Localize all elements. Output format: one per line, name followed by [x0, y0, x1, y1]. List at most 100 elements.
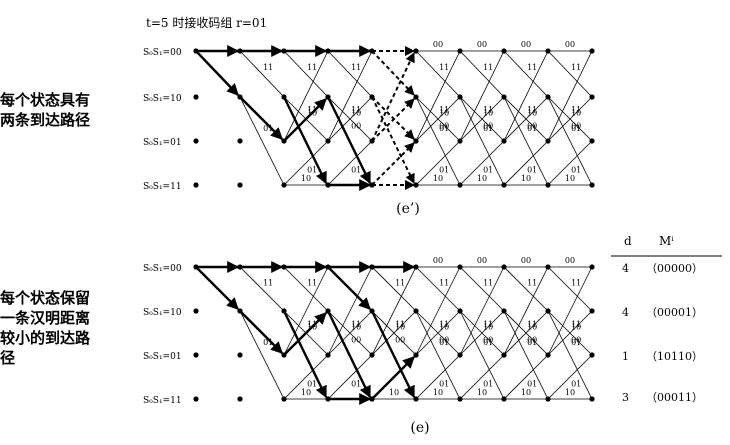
trellis-node — [193, 264, 199, 270]
trellis-branch — [503, 96, 549, 186]
branch-label: 11 — [483, 63, 493, 72]
trellis-node — [457, 396, 463, 402]
trellis-node — [193, 308, 199, 314]
trellis-branch — [239, 50, 285, 98]
trellis-node — [413, 352, 419, 358]
table-row-1-m: （00001） — [646, 306, 703, 319]
branch-label: 11 — [571, 106, 581, 115]
survivor-branch — [283, 312, 327, 356]
trellis-branch — [415, 140, 461, 186]
trellis-node — [501, 48, 507, 54]
trellis-node — [281, 48, 287, 54]
trellis-branch — [415, 50, 461, 98]
branch-label: 10 — [301, 174, 311, 183]
branch-label: 10 — [565, 388, 575, 397]
trellis-branch — [547, 96, 593, 186]
trellis-branch — [239, 266, 285, 312]
branch-label: 00 — [477, 40, 487, 49]
candidate-branch — [371, 98, 415, 142]
branch-label: 11 — [395, 278, 405, 287]
branch-label: 10 — [433, 174, 443, 183]
trellis-node — [589, 94, 595, 100]
branch-label: 00 — [565, 256, 575, 265]
trellis-node — [237, 264, 243, 270]
branch-label: 01 — [439, 124, 449, 133]
branch-label: 00 — [351, 122, 361, 131]
table-row-3-m: （00011） — [646, 391, 703, 404]
side-label-bottom-line: 径 — [0, 349, 16, 367]
branch-label: 11 — [527, 320, 537, 329]
branch-label: 00 — [565, 40, 575, 49]
trellis-branch — [459, 140, 505, 186]
trellis-branch — [547, 354, 593, 400]
trellis-node — [281, 308, 287, 314]
trellis-branch — [371, 310, 417, 356]
trellis-node — [501, 138, 507, 144]
branch-label: 00 — [571, 336, 581, 345]
survivor-branch — [283, 98, 327, 142]
trellis-bottom: S₀S₁=00 S₀S₁=10 S₀S₁=01 S₀S₁=11 11 01 11 10 11 01… — [143, 256, 595, 406]
trellis-node — [413, 48, 419, 54]
trellis-branch — [327, 96, 373, 142]
branch-label: 00 — [439, 336, 449, 345]
trellis-branch — [503, 96, 549, 142]
trellis-node — [237, 48, 243, 54]
trellis-node — [237, 182, 243, 188]
branch-label: 11 — [351, 106, 361, 115]
trellis-branch — [547, 266, 593, 312]
trellis-node — [589, 396, 595, 402]
trellis-branch — [503, 140, 549, 186]
branch-label: 01 — [571, 166, 581, 175]
branch-label: 11 — [527, 63, 537, 72]
trellis-branch — [239, 96, 285, 186]
survivor-branch — [282, 310, 328, 399]
trellis-node — [281, 352, 287, 358]
state-label: S₀S₁=11 — [143, 182, 182, 192]
trellis-node — [237, 308, 243, 314]
distance-table: d Mⁱ 4 （00000） 4 （00001） 1 （10110） 3 （00… — [611, 234, 722, 404]
trellis-branch — [459, 310, 505, 356]
branch-label: 01 — [483, 380, 493, 389]
trellis-branch — [547, 266, 593, 356]
trellis-node — [193, 396, 199, 402]
trellis-node — [589, 308, 595, 314]
branch-label: 11 — [307, 320, 317, 329]
branch-label: 10 — [433, 388, 443, 397]
branch-label: 00 — [527, 122, 537, 131]
trellis-node — [369, 352, 375, 358]
branch-label: 11 — [483, 278, 493, 287]
branch-label: 01 — [263, 338, 273, 347]
caption-bottom: (e) — [410, 420, 429, 436]
trellis-node — [281, 182, 287, 188]
branch-label: 01 — [571, 124, 581, 133]
branch-label: 10 — [389, 388, 399, 397]
branch-label: 10 — [565, 174, 575, 183]
candidate-branch — [371, 96, 415, 184]
trellis-node — [413, 182, 419, 188]
trellis-node — [237, 352, 243, 358]
trellis-branch — [415, 354, 461, 400]
trellis-node — [325, 48, 331, 54]
branch-label: 00 — [433, 40, 443, 49]
trellis-node — [281, 138, 287, 144]
trellis-branch — [327, 50, 373, 142]
trellis-node — [369, 308, 375, 314]
branch-label: 11 — [263, 63, 273, 72]
trellis-node — [457, 48, 463, 54]
trellis-node — [545, 182, 551, 188]
branch-label: 01 — [483, 166, 493, 175]
trellis-node — [457, 264, 463, 270]
side-label-top: 每个状态具有 两条到达路径 — [0, 90, 150, 130]
trellis-branch — [459, 310, 505, 400]
side-label-top-line: 每个状态具有 — [0, 91, 91, 109]
branch-label: 01 — [527, 380, 537, 389]
trellis-branch — [327, 140, 373, 186]
branch-label: 01 — [527, 338, 537, 347]
candidate-branch — [371, 142, 415, 186]
trellis-node — [545, 352, 551, 358]
branch-label: 11 — [351, 320, 361, 329]
branch-label: 01 — [527, 124, 537, 133]
table-row-0-d: 4 — [622, 262, 629, 275]
branch-label: 01 — [571, 338, 581, 347]
